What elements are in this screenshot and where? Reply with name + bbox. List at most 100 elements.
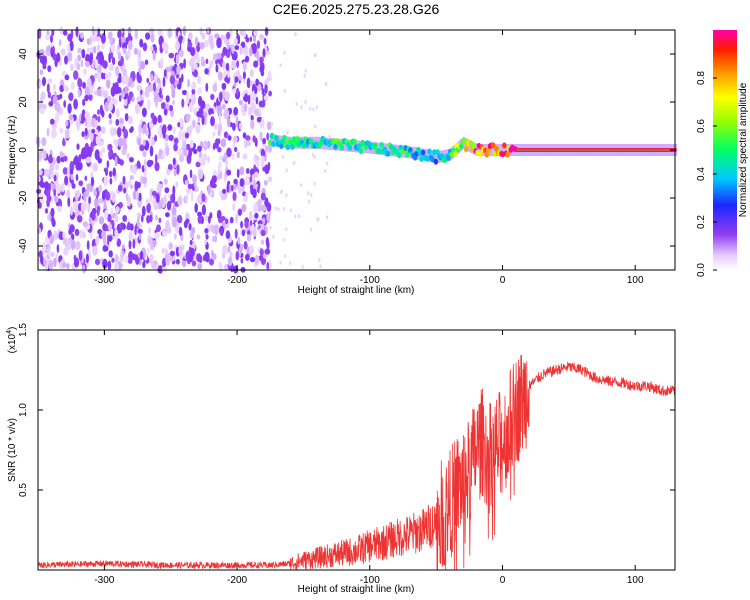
noise-cell: [254, 212, 259, 219]
noise-cell: [123, 187, 127, 194]
noise-cell: [190, 47, 196, 57]
noise-cell: [49, 118, 55, 125]
noise-cell: [44, 181, 49, 191]
noise-cell: [232, 203, 236, 212]
noise-cell: [150, 73, 154, 83]
noise-cell: [196, 111, 201, 118]
noise-cell: [165, 254, 171, 266]
noise-cell: [187, 41, 193, 48]
noise-cell: [137, 137, 141, 146]
noise-cell: [237, 208, 243, 216]
noise-cell: [128, 231, 133, 241]
noise-cell: [55, 183, 62, 194]
noise-cell: [154, 203, 160, 210]
noise-cell: [285, 168, 288, 173]
noise-cell: [207, 155, 211, 164]
noise-cell: [57, 205, 62, 213]
noise-cell: [201, 32, 206, 40]
noise-cell: [77, 54, 81, 62]
noise-cell: [44, 208, 49, 214]
track-halo: [433, 150, 436, 163]
noise-cell: [226, 117, 231, 128]
noise-cell: [259, 34, 265, 40]
noise-cell: [231, 60, 237, 70]
noise-cell: [162, 257, 167, 268]
spectrogram-noise-cells: [35, 25, 331, 274]
noise-cell: [94, 149, 100, 161]
noise-cell: [64, 55, 68, 65]
noise-cell: [186, 91, 190, 102]
noise-cell: [51, 29, 55, 36]
noise-cell: [229, 122, 233, 128]
noise-cell: [187, 183, 193, 190]
noise-cell: [244, 93, 249, 103]
noise-cell: [193, 148, 198, 155]
noise-cell: [134, 103, 141, 115]
noise-cell: [319, 264, 322, 269]
noise-cell: [39, 81, 42, 88]
noise-cell: [147, 128, 151, 139]
noise-cell: [143, 159, 147, 170]
noise-cell: [213, 123, 218, 130]
noise-cell: [266, 213, 271, 222]
noise-cell: [248, 210, 253, 221]
noise-cell: [221, 82, 227, 90]
track-halo: [272, 134, 275, 147]
y-tick-label: 0.5: [18, 483, 29, 497]
noise-cell: [188, 148, 193, 159]
noise-cell: [225, 158, 229, 168]
noise-cell: [214, 138, 219, 149]
noise-cell: [39, 48, 45, 57]
noise-cell: [325, 215, 329, 220]
noise-cell: [222, 188, 227, 194]
track-cell: [427, 148, 432, 155]
noise-cell: [110, 207, 114, 216]
noise-cell: [201, 204, 206, 216]
noise-cell: [104, 101, 110, 112]
noise-cell: [167, 169, 171, 176]
noise-cell: [127, 115, 133, 125]
noise-cell: [197, 211, 203, 217]
colorbar: 0.0 0.2 0.4 0.6 0.8 Normalized spectral ampl…: [696, 30, 749, 277]
noise-cell: [117, 184, 123, 192]
noise-cell: [141, 214, 144, 223]
noise-cell: [138, 233, 142, 240]
track-cell: [491, 142, 496, 149]
noise-cell: [112, 167, 117, 177]
noise-cell: [241, 203, 247, 213]
noise-cell: [181, 98, 185, 108]
track-cell: [290, 143, 295, 150]
noise-cell: [292, 161, 296, 165]
noise-cell: [197, 168, 204, 180]
noise-cell: [114, 254, 119, 263]
noise-cell: [260, 204, 267, 212]
noise-cell: [216, 37, 222, 49]
noise-cell: [144, 87, 150, 98]
snr-series-line: [37, 354, 676, 571]
noise-cell: [279, 190, 282, 195]
x-tick-label: -100: [360, 575, 380, 586]
noise-cell: [152, 239, 157, 247]
noise-cell: [251, 173, 255, 184]
noise-cell: [227, 69, 231, 79]
noise-cell: [243, 196, 247, 203]
noise-cell: [260, 148, 266, 158]
noise-cell: [233, 178, 238, 185]
noise-cell: [243, 240, 248, 250]
track-cell: [452, 150, 458, 157]
noise-cell: [304, 68, 307, 73]
noise-cell: [238, 75, 243, 81]
noise-cell: [154, 161, 160, 172]
noise-cell: [92, 162, 98, 172]
noise-cell: [110, 86, 116, 97]
noise-cell: [91, 212, 96, 221]
noise-cell: [81, 113, 84, 125]
noise-cell: [97, 229, 103, 235]
noise-cell: [114, 156, 118, 167]
noise-cell: [197, 87, 202, 95]
noise-cell: [67, 51, 73, 62]
noise-cell: [163, 195, 167, 205]
noise-cell: [263, 95, 269, 101]
noise-cell: [90, 176, 95, 187]
noise-cell: [231, 184, 234, 192]
